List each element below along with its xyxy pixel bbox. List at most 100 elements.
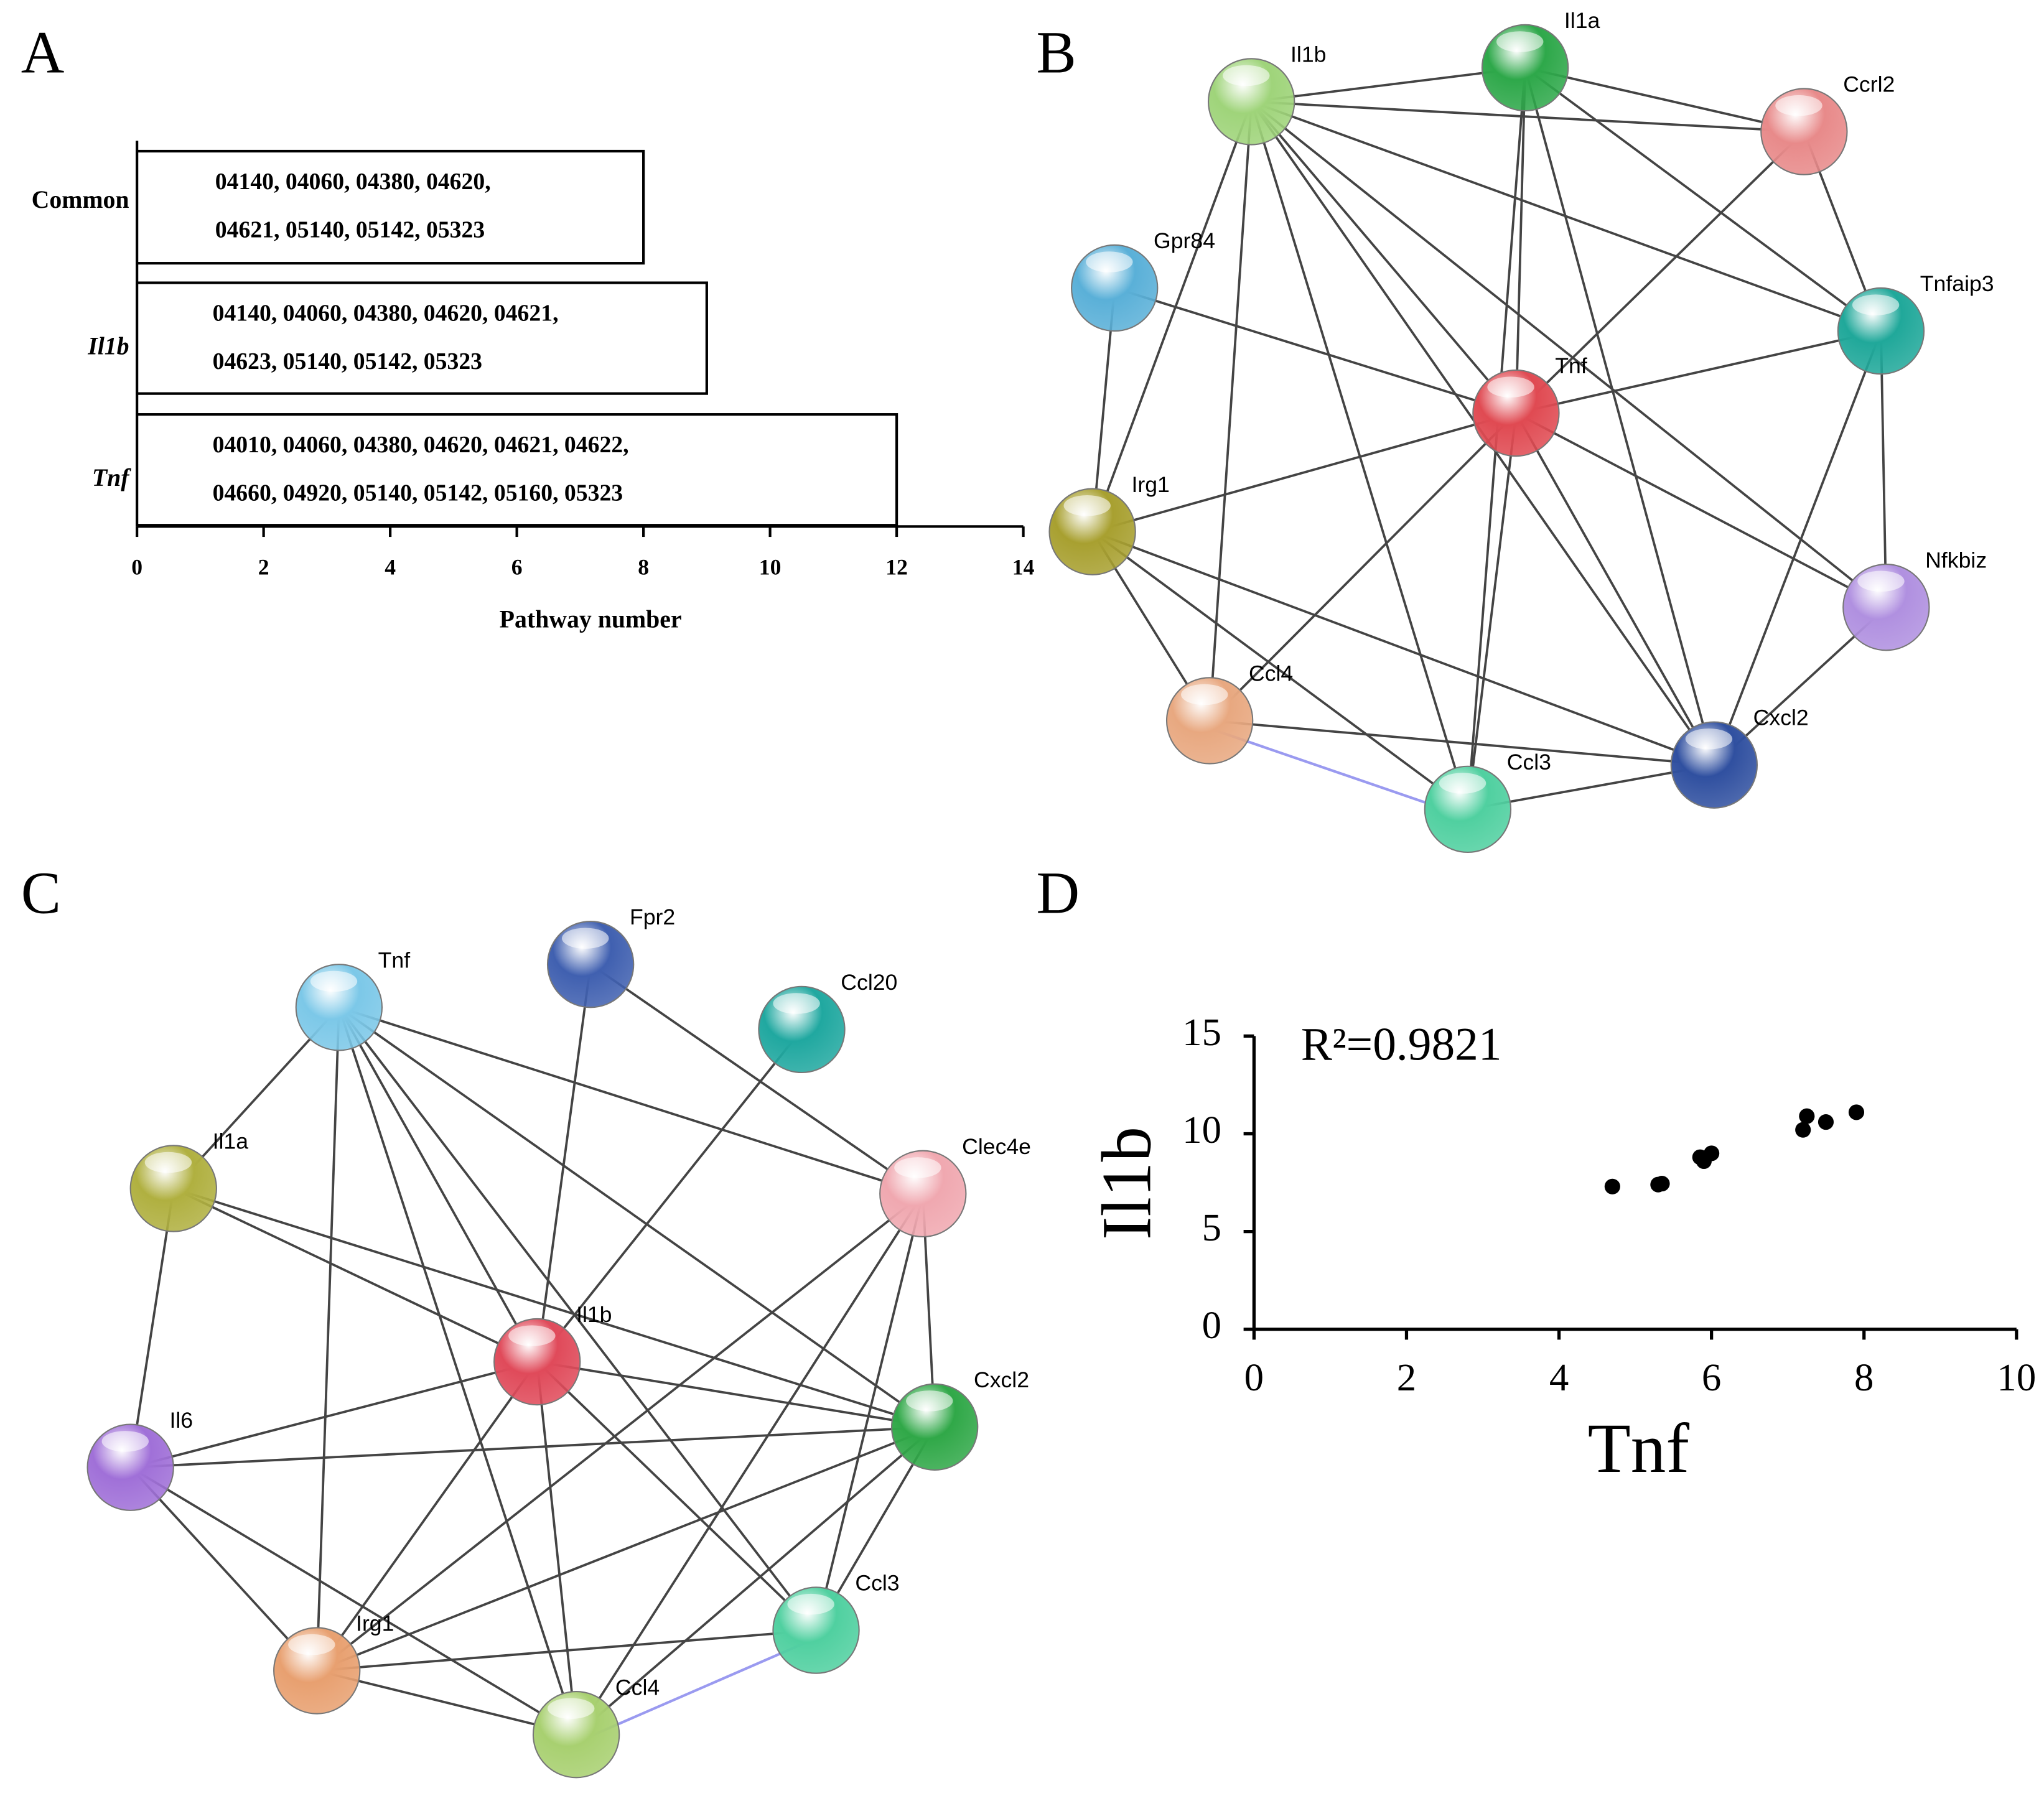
node-label: Il1b bbox=[576, 1302, 612, 1327]
edge bbox=[338, 1006, 936, 1428]
point bbox=[1818, 1114, 1834, 1130]
edge bbox=[1524, 67, 1804, 133]
edge bbox=[1880, 331, 1888, 608]
edge bbox=[1516, 330, 1882, 414]
node-highlight bbox=[1063, 495, 1111, 516]
edge bbox=[338, 1007, 577, 1735]
edge bbox=[536, 1361, 577, 1735]
edge bbox=[316, 1669, 577, 1736]
node-highlight bbox=[547, 1698, 595, 1720]
edge bbox=[173, 1187, 935, 1428]
node-label: Ccrl2 bbox=[1843, 72, 1895, 97]
edge bbox=[338, 1007, 818, 1631]
edge bbox=[1524, 67, 1715, 766]
bar bbox=[136, 149, 645, 265]
x-tick-label: 8 bbox=[1854, 1356, 1874, 1399]
x-tick-label: 0 bbox=[1244, 1356, 1264, 1399]
edge bbox=[1091, 531, 1469, 811]
edge bbox=[536, 1361, 935, 1428]
x-tick-label: 2 bbox=[1397, 1356, 1416, 1399]
bar bbox=[136, 281, 708, 395]
category-label: Common bbox=[32, 186, 129, 213]
y-tick-label: 0 bbox=[1202, 1303, 1221, 1347]
edge bbox=[1091, 530, 1715, 766]
edge bbox=[1091, 101, 1253, 533]
edge bbox=[130, 1425, 935, 1469]
edge bbox=[130, 1361, 538, 1469]
edge bbox=[1524, 67, 1882, 332]
node-highlight bbox=[508, 1325, 556, 1346]
edge bbox=[814, 1193, 925, 1631]
bar-label: 04623, 05140, 05142, 05323 bbox=[213, 348, 482, 375]
node-highlight bbox=[1857, 570, 1905, 592]
x-tick-label: 4 bbox=[385, 555, 396, 580]
panel-label: D bbox=[1037, 860, 1080, 926]
edge bbox=[536, 1028, 803, 1363]
node-label: Cxcl2 bbox=[974, 1367, 1029, 1392]
edge bbox=[1514, 412, 1715, 766]
edge bbox=[172, 1187, 538, 1363]
x-tick-label: 14 bbox=[1012, 555, 1035, 580]
x-tick-label: 2 bbox=[258, 555, 269, 580]
x-tick-label: 6 bbox=[1702, 1356, 1721, 1399]
x-tick-label: 0 bbox=[131, 555, 142, 580]
edge bbox=[1114, 287, 1516, 414]
node-highlight bbox=[1685, 728, 1733, 750]
edge bbox=[317, 1629, 816, 1672]
edge bbox=[1251, 100, 1887, 608]
edge bbox=[1515, 131, 1805, 414]
point bbox=[1604, 1178, 1620, 1194]
edge bbox=[315, 1361, 538, 1672]
edge bbox=[1208, 412, 1517, 722]
edge bbox=[1514, 67, 1526, 414]
x-tick-label: 6 bbox=[511, 555, 523, 580]
node-label: Tnf bbox=[1555, 353, 1587, 378]
edge bbox=[129, 1466, 318, 1672]
edge bbox=[1251, 67, 1526, 103]
node-label: Il1b bbox=[1290, 42, 1326, 67]
edge bbox=[1250, 101, 1517, 414]
edge bbox=[1515, 412, 1887, 608]
panel-label: C bbox=[21, 860, 61, 926]
node-highlight bbox=[1181, 684, 1228, 705]
point bbox=[1848, 1104, 1865, 1120]
node-highlight bbox=[906, 1390, 953, 1412]
node-highlight bbox=[1852, 294, 1900, 315]
panel-label: B bbox=[1037, 19, 1076, 85]
edge bbox=[1092, 412, 1516, 533]
bar-label: 04621, 05140, 05142, 05323 bbox=[215, 217, 485, 243]
edge bbox=[338, 1007, 538, 1362]
x-tick-label: 12 bbox=[885, 555, 908, 580]
edge bbox=[536, 1361, 817, 1631]
bar-label: 04140, 04060, 04380, 04620, bbox=[215, 169, 491, 195]
bar bbox=[136, 413, 898, 527]
annotation: R²=0.9821 bbox=[1301, 1019, 1502, 1071]
node-label: Tnf bbox=[378, 947, 411, 972]
node-highlight bbox=[101, 1431, 149, 1452]
edge bbox=[575, 1426, 936, 1736]
point bbox=[1795, 1122, 1811, 1138]
point bbox=[1704, 1145, 1720, 1161]
node-label: Gpr84 bbox=[1154, 228, 1215, 253]
x-tick-label: 8 bbox=[638, 555, 649, 580]
point bbox=[1654, 1176, 1670, 1192]
bar-label: 04140, 04060, 04380, 04620, 04621, bbox=[213, 300, 559, 327]
bar-label: 04660, 04920, 05140, 05142, 05160, 05323 bbox=[213, 480, 623, 506]
edge bbox=[129, 1466, 577, 1736]
node-label: Il1a bbox=[213, 1129, 249, 1154]
node-highlight bbox=[144, 1152, 192, 1173]
edge bbox=[1250, 101, 1469, 810]
node-highlight bbox=[894, 1157, 941, 1178]
edge bbox=[590, 963, 924, 1195]
node-highlight bbox=[310, 970, 358, 992]
panel-label: A bbox=[21, 19, 65, 85]
edge bbox=[1209, 719, 1714, 766]
y-tick-label: 15 bbox=[1182, 1010, 1221, 1054]
node-label: Tnfaip3 bbox=[1920, 271, 1994, 296]
node-highlight bbox=[773, 993, 820, 1014]
node-label: Il1a bbox=[1564, 8, 1600, 33]
node-highlight bbox=[562, 928, 609, 949]
node-label: Ccl3 bbox=[855, 1571, 899, 1596]
y-tick-label: 5 bbox=[1202, 1206, 1221, 1249]
